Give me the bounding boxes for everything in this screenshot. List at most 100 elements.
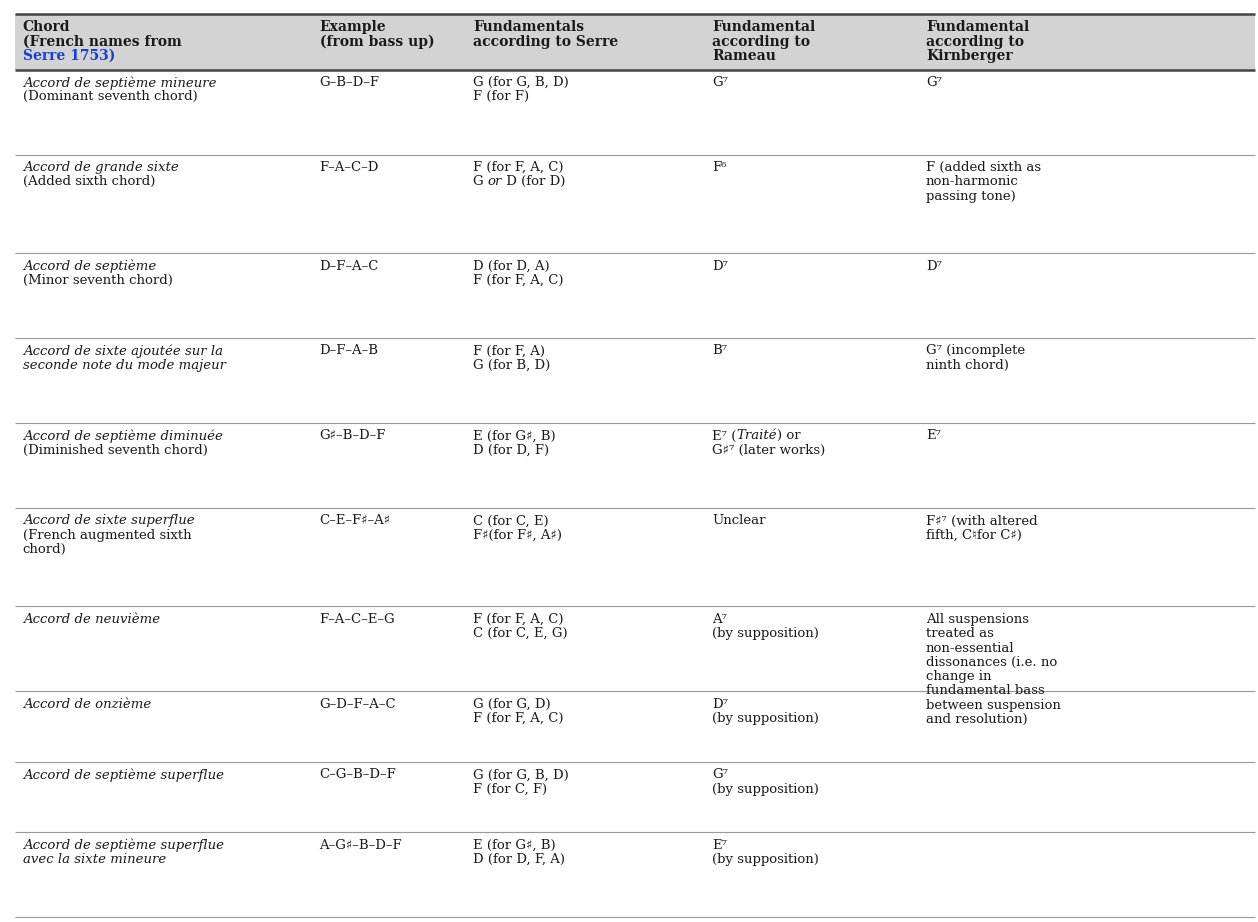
Text: D (for D, F, A): D (for D, F, A) <box>473 853 565 866</box>
Bar <box>15 692 1255 762</box>
Text: D–F–A–C: D–F–A–C <box>320 259 379 273</box>
Text: Accord de neuvième: Accord de neuvième <box>23 613 160 626</box>
Text: Fundamentals: Fundamentals <box>473 20 584 34</box>
Text: (Minor seventh chord): (Minor seventh chord) <box>23 274 172 287</box>
Text: (Diminished seventh chord): (Diminished seventh chord) <box>23 443 208 456</box>
Text: (by supposition): (by supposition) <box>712 712 819 726</box>
Text: F⁶: F⁶ <box>712 161 726 174</box>
Text: F (for F, A, C): F (for F, A, C) <box>473 161 564 174</box>
Text: All suspensions: All suspensions <box>926 613 1029 626</box>
Text: between suspension: between suspension <box>926 699 1060 712</box>
Text: Accord de grande sixte: Accord de grande sixte <box>23 161 179 174</box>
Bar <box>15 762 1255 833</box>
Text: Accord de septième superflue: Accord de septième superflue <box>23 768 224 782</box>
Text: F–A–C–D: F–A–C–D <box>320 161 379 174</box>
Text: G⁷ (incomplete: G⁷ (incomplete <box>926 345 1025 358</box>
Text: (Added sixth chord): (Added sixth chord) <box>23 175 155 188</box>
Text: E (for G♯, B): E (for G♯, B) <box>473 430 556 443</box>
Text: (by supposition): (by supposition) <box>712 853 819 866</box>
Text: E⁷: E⁷ <box>926 430 941 443</box>
Bar <box>15 155 1255 253</box>
Text: F–A–C–E–G: F–A–C–E–G <box>320 613 395 626</box>
Text: Accord de sixte ajoutée sur la: Accord de sixte ajoutée sur la <box>23 345 223 358</box>
Text: seconde note du mode majeur: seconde note du mode majeur <box>23 359 225 372</box>
Text: according to: according to <box>712 34 810 49</box>
Text: G–B–D–F: G–B–D–F <box>320 77 380 89</box>
Text: C (for C, E, G): C (for C, E, G) <box>473 627 567 640</box>
Text: D⁷: D⁷ <box>926 259 942 273</box>
Text: D⁷: D⁷ <box>712 698 728 711</box>
Text: G (for G, D): G (for G, D) <box>473 698 551 711</box>
Text: Unclear: Unclear <box>712 514 766 527</box>
Text: Example: Example <box>320 20 386 34</box>
Text: according to Serre: according to Serre <box>473 34 618 49</box>
Text: Fundamental: Fundamental <box>926 20 1029 34</box>
Text: (French names from: (French names from <box>23 34 181 49</box>
Text: fifth, C♮for C♯): fifth, C♮for C♯) <box>926 528 1021 542</box>
Text: G: G <box>473 175 488 188</box>
Text: G⁷: G⁷ <box>712 77 728 89</box>
Text: G (for B, D): G (for B, D) <box>473 359 550 372</box>
Text: Accord de septième: Accord de septième <box>23 259 156 273</box>
Bar <box>15 338 1255 423</box>
Text: D (for D, A): D (for D, A) <box>473 259 550 273</box>
Text: G♯–B–D–F: G♯–B–D–F <box>320 430 386 443</box>
Text: G⁷: G⁷ <box>926 77 942 89</box>
Text: Accord de onzième: Accord de onzième <box>23 698 151 711</box>
Text: according to: according to <box>926 34 1024 49</box>
Text: Serre 1753): Serre 1753) <box>23 49 114 63</box>
Text: A⁷: A⁷ <box>712 613 727 626</box>
Text: fundamental bass: fundamental bass <box>926 684 1044 697</box>
Text: Accord de septième superflue: Accord de septième superflue <box>23 839 224 852</box>
Text: F (for F, A, C): F (for F, A, C) <box>473 274 564 287</box>
Text: Accord de septième diminuée: Accord de septième diminuée <box>23 430 223 443</box>
Text: (by supposition): (by supposition) <box>712 627 819 640</box>
Text: ninth chord): ninth chord) <box>926 359 1009 372</box>
Bar <box>15 607 1255 692</box>
Bar <box>15 70 1255 155</box>
Text: D (for D): D (for D) <box>502 175 566 188</box>
Text: C–G–B–D–F: C–G–B–D–F <box>320 768 396 781</box>
Text: E⁷ (: E⁷ ( <box>712 430 736 443</box>
Text: and resolution): and resolution) <box>926 713 1028 726</box>
Text: Kirnberger: Kirnberger <box>926 49 1013 63</box>
Text: Accord de sixte superflue: Accord de sixte superflue <box>23 514 194 527</box>
Text: Chord: Chord <box>23 20 70 34</box>
Text: Traité: Traité <box>736 430 777 443</box>
Text: E (for G♯, B): E (for G♯, B) <box>473 839 556 852</box>
Text: D–F–A–B: D–F–A–B <box>320 345 379 358</box>
Text: F (for F, A): F (for F, A) <box>473 345 545 358</box>
Text: Fundamental: Fundamental <box>712 20 815 34</box>
Text: Rameau: Rameau <box>712 49 776 63</box>
Text: passing tone): passing tone) <box>926 190 1015 203</box>
Text: (from bass up): (from bass up) <box>320 34 434 49</box>
Bar <box>15 423 1255 508</box>
Text: F (for C, F): F (for C, F) <box>473 783 547 796</box>
Bar <box>15 833 1255 917</box>
Text: A–G♯–B–D–F: A–G♯–B–D–F <box>320 839 403 852</box>
Text: D (for D, F): D (for D, F) <box>473 443 550 456</box>
Text: G⁷: G⁷ <box>712 768 728 781</box>
Text: change in: change in <box>926 670 991 683</box>
Text: D⁷: D⁷ <box>712 259 728 273</box>
Bar <box>15 508 1255 607</box>
Text: (by supposition): (by supposition) <box>712 783 819 796</box>
Text: F (for F): F (for F) <box>473 90 530 103</box>
Text: F (for F, A, C): F (for F, A, C) <box>473 613 564 626</box>
Text: C (for C, E): C (for C, E) <box>473 514 548 527</box>
Text: G♯⁷ (later works): G♯⁷ (later works) <box>712 443 825 456</box>
Text: non-harmonic: non-harmonic <box>926 175 1019 188</box>
Text: avec la sixte mineure: avec la sixte mineure <box>23 853 166 866</box>
Text: or: or <box>488 175 502 188</box>
Text: (Dominant seventh chord): (Dominant seventh chord) <box>23 90 198 103</box>
Text: chord): chord) <box>23 543 67 556</box>
Text: (French augmented sixth: (French augmented sixth <box>23 528 191 542</box>
Text: G (for G, B, D): G (for G, B, D) <box>473 77 569 89</box>
Text: C–E–F♯–A♯: C–E–F♯–A♯ <box>320 514 391 527</box>
Text: ) or: ) or <box>777 430 800 443</box>
Bar <box>15 14 1255 70</box>
Text: B⁷: B⁷ <box>712 345 727 358</box>
Text: G–D–F–A–C: G–D–F–A–C <box>320 698 396 711</box>
Text: F♯(for F♯, A♯): F♯(for F♯, A♯) <box>473 528 562 542</box>
Text: G (for G, B, D): G (for G, B, D) <box>473 768 569 781</box>
